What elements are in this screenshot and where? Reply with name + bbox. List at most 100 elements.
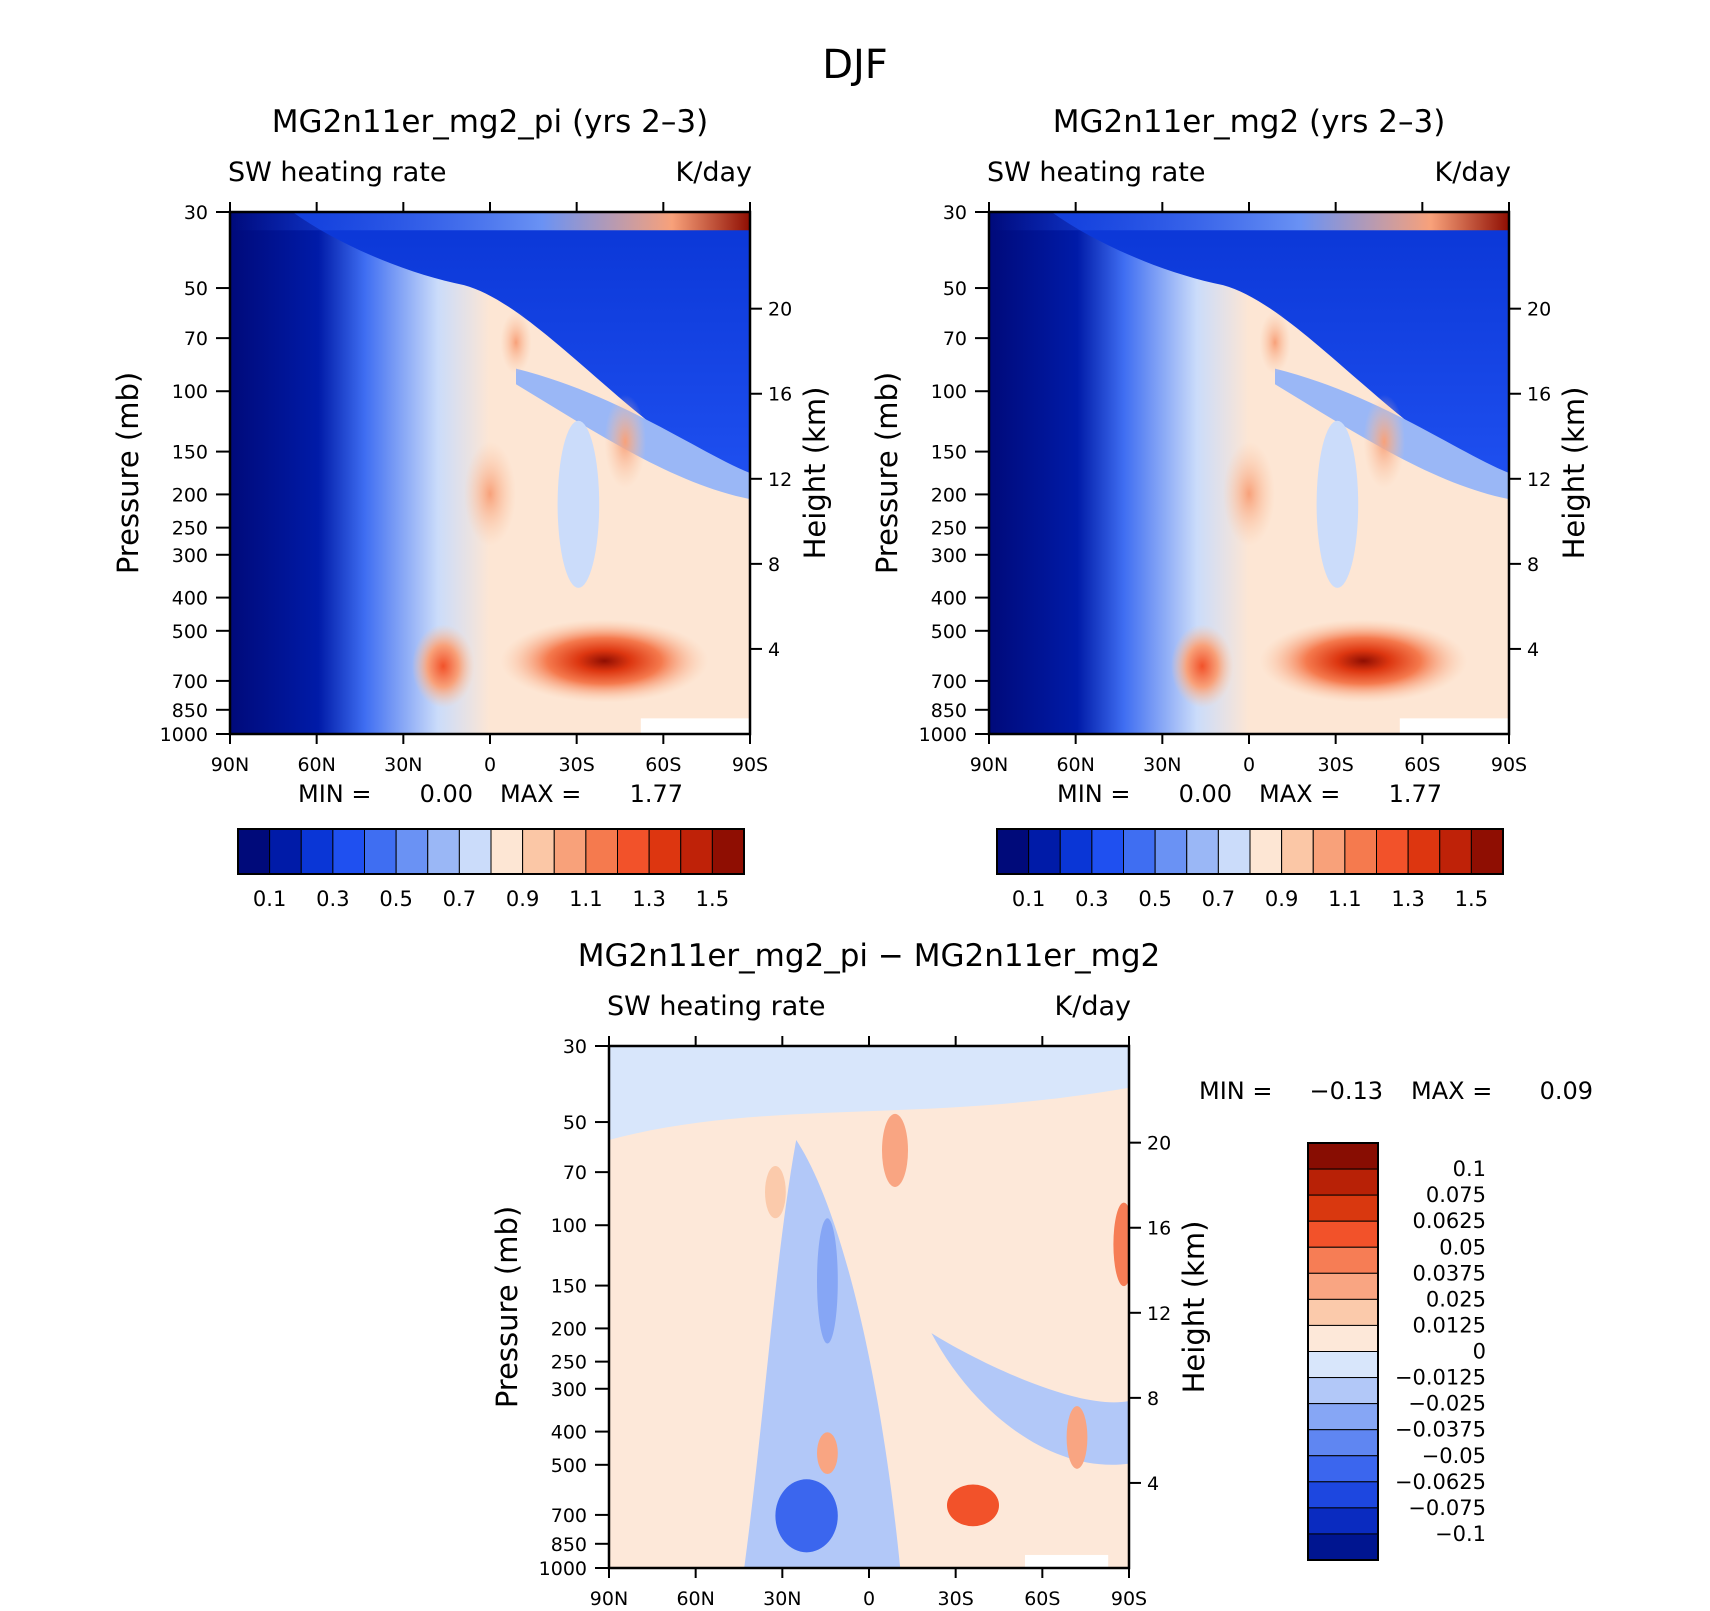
y-tick-label-right: 12: [1147, 1303, 1171, 1325]
colorbar-frame: [996, 828, 1504, 875]
y-axis-label-right: Height (km): [1557, 387, 1591, 560]
panel-units: K/day: [1055, 991, 1131, 1022]
colorbar-label: 0.3: [1075, 887, 1108, 911]
upper-blue-region: [292, 212, 750, 484]
colorbar-swatch: [522, 828, 555, 875]
max-heating-blob: [1259, 619, 1468, 703]
y-tick-label: 70: [184, 328, 208, 350]
panel-title: MG2n11er_mg2_pi (yrs 2–3): [272, 104, 708, 140]
colorbar-label: 0.7: [443, 887, 476, 911]
y-axis-label-right: Height (km): [798, 387, 832, 560]
max-value: 1.77: [1389, 780, 1442, 808]
y-tick-label: 250: [931, 518, 967, 540]
y-tick-label: 850: [551, 1534, 587, 1556]
colorbar-swatch: [1307, 1455, 1379, 1483]
colorbar-label: 0.9: [1265, 887, 1298, 911]
x-tick-label: 30S: [559, 754, 595, 776]
colorbar-swatch: [1307, 1429, 1379, 1457]
max-label: MAX =: [1259, 780, 1340, 808]
y-tick-label: 50: [184, 278, 208, 300]
x-tick-label: 60N: [1056, 754, 1094, 776]
x-tick-label: 60S: [1404, 754, 1440, 776]
y-tick-label-right: 16: [1147, 1218, 1171, 1240]
y-tick-label-right: 12: [1527, 469, 1551, 491]
y-tick-label: 500: [931, 621, 967, 643]
top-warm-strip: [230, 212, 750, 231]
colorbar-swatch: [553, 828, 587, 875]
y-tick-label-right: 20: [1527, 299, 1551, 321]
positive-blob-mid: [817, 1432, 838, 1475]
colorbar-label: 0.05: [1439, 1235, 1486, 1259]
min-label: MIN =: [1057, 780, 1130, 808]
colorbar-label: 0: [1473, 1340, 1486, 1364]
panel-title: MG2n11er_mg2_pi − MG2n11er_mg2: [578, 938, 1160, 974]
panel-right: 90N 60N 30N 0 30S 60S 90S 30 50 70 100 150 200 250 300…: [870, 104, 1591, 911]
warm-blob-upper: [1363, 394, 1405, 489]
colorbar-swatch: [1307, 1481, 1379, 1509]
colorbar-swatch: [1307, 1168, 1379, 1196]
y-tick-label: 200: [931, 484, 967, 506]
colorbar-label: −0.1: [1435, 1522, 1486, 1546]
colorbar-label: 1.5: [1455, 887, 1488, 911]
colorbar-swatch: [1439, 828, 1472, 875]
warm-blob-mid: [1223, 441, 1275, 547]
x-tick-label: 90S: [732, 754, 768, 776]
positive-blob-south: [1066, 1406, 1088, 1469]
panel-subtitle-left: SW heating rate: [987, 157, 1205, 188]
colorbar-swatch: [585, 828, 618, 875]
y-tick-label: 1000: [160, 724, 208, 746]
positive-streak-upper: [882, 1113, 908, 1187]
colorbar-swatch: [427, 828, 460, 875]
y-tick-label-right: 12: [768, 469, 792, 491]
warm-blob-west: [412, 624, 475, 708]
y-tick-label: 250: [172, 518, 208, 540]
colorbar-label: −0.075: [1408, 1496, 1486, 1520]
colorbar-swatch: [1307, 1403, 1379, 1431]
y-tick-label: 1000: [919, 724, 967, 746]
y-tick-label: 700: [172, 671, 208, 693]
panel-title: MG2n11er_mg2 (yrs 2–3): [1053, 104, 1446, 140]
y-tick-label-right: 16: [1527, 384, 1551, 406]
colorbar-swatch: [1028, 828, 1061, 875]
warm-blob-top: [500, 311, 532, 374]
x-tick-label: 30N: [763, 1588, 801, 1610]
x-tick-label: 90S: [1111, 1588, 1147, 1610]
colorbar-label: 0.0375: [1413, 1261, 1486, 1285]
y-tick-label-right: 8: [1527, 554, 1539, 576]
x-tick-label: 60N: [297, 754, 335, 776]
y-axis-label: Pressure (mb): [490, 1206, 524, 1408]
colorbar-label: −0.025: [1408, 1392, 1486, 1416]
x-tick-label: 90N: [590, 1588, 628, 1610]
colorbar-swatch: [680, 828, 713, 875]
y-tick-label: 30: [184, 202, 208, 224]
y-tick-label-right: 4: [1527, 639, 1539, 661]
warm-blob-upper: [604, 394, 646, 489]
colorbar-label: 0.7: [1202, 887, 1235, 911]
colorbar-swatch: [1307, 1142, 1379, 1170]
upper-blue-region: [1051, 212, 1509, 484]
colorbar-label: −0.0125: [1395, 1366, 1486, 1390]
y-tick-label: 700: [551, 1505, 587, 1527]
colorbar-swatch: [269, 828, 302, 875]
colorbar-frame: [237, 828, 745, 875]
colorbar-frame: [1307, 1142, 1379, 1561]
colorbar-swatch: [1307, 1272, 1379, 1300]
colorbar-swatch: [490, 828, 524, 875]
colorbar-swatch: [1307, 1377, 1379, 1405]
y-tick-label: 700: [931, 671, 967, 693]
colorbar-label: 1.3: [1391, 887, 1424, 911]
colorbar-swatch: [300, 828, 334, 875]
colorbar-swatch: [1307, 1194, 1379, 1222]
heatmap-field: [989, 212, 1509, 734]
colorbar-label: −0.0625: [1395, 1470, 1486, 1494]
colorbar-label: 1.1: [1328, 887, 1361, 911]
missing-region: [1399, 718, 1509, 734]
colorbar-swatch: [996, 828, 1030, 875]
y-tick-label: 150: [931, 442, 967, 464]
colorbar-swatch: [332, 828, 365, 875]
colorbar-swatch: [237, 828, 271, 875]
max-heating-blob: [500, 619, 709, 703]
y-tick-label: 200: [551, 1318, 587, 1340]
panel-subtitle-left: SW heating rate: [228, 157, 446, 188]
